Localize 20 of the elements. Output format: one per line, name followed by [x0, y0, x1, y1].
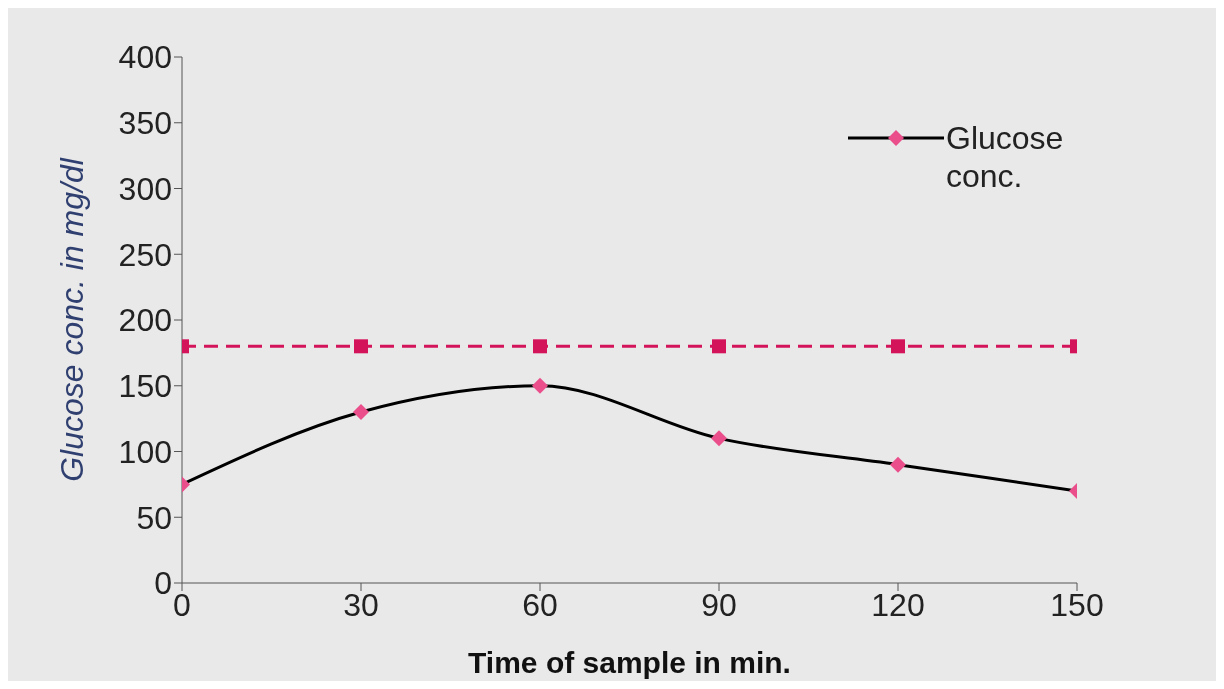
x-tick-label: 150 — [1050, 586, 1104, 623]
x-tick-label: 30 — [343, 586, 379, 623]
y-tick-label: 400 — [118, 39, 172, 76]
x-axis-title: Time of sample in min. — [468, 646, 791, 679]
point — [533, 339, 547, 354]
y-axis-title: Glucose conc. in mg/dl — [54, 157, 91, 482]
y-tick-label: 50 — [136, 499, 172, 536]
y-tick-label: 300 — [118, 170, 172, 207]
x-tick-label: 90 — [701, 586, 737, 623]
legend-label: Glucose conc. — [946, 119, 1065, 195]
y-tick-label: 150 — [118, 368, 172, 405]
point — [532, 377, 548, 394]
x-tick-label: 120 — [871, 586, 925, 623]
y-tick-label: 350 — [118, 105, 172, 142]
x-tick-label: 60 — [522, 586, 558, 623]
y-tick-label: 100 — [118, 433, 172, 470]
y-tick-label: 200 — [118, 302, 172, 339]
point — [711, 430, 727, 447]
point — [712, 339, 726, 354]
y-tick-label: 250 — [118, 236, 172, 273]
